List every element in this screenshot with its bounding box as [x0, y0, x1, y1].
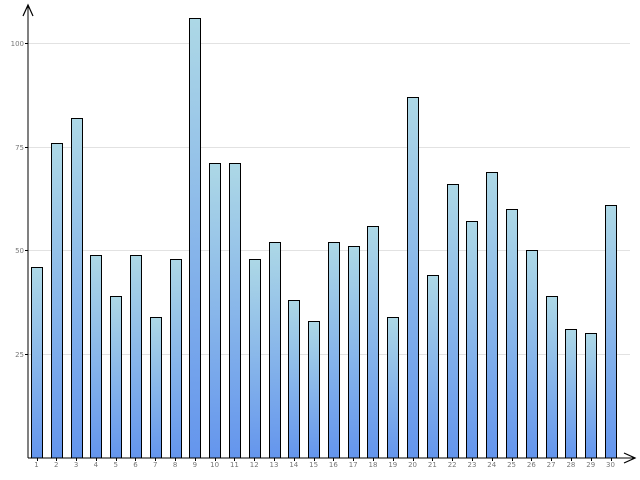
bar-2 [51, 143, 63, 459]
bar-15 [308, 321, 320, 459]
bar-5 [110, 296, 122, 459]
x-tick-label: 9 [193, 461, 197, 469]
x-tick-label: 14 [289, 461, 298, 469]
bar-30 [605, 205, 617, 459]
x-tick-label: 6 [133, 461, 138, 469]
bar-11 [229, 163, 241, 459]
bar-16 [328, 242, 340, 459]
bar-21 [427, 275, 439, 459]
x-tick-label: 10 [210, 461, 219, 469]
x-tick-label: 26 [527, 461, 536, 469]
x-tick-label: 16 [329, 461, 338, 469]
x-tick-label: 4 [94, 461, 99, 469]
axes [22, 3, 637, 464]
x-tick-label: 7 [153, 461, 157, 469]
bar-28 [565, 329, 577, 459]
bar-18 [367, 226, 379, 459]
bar-19 [387, 317, 399, 459]
bar-14 [288, 300, 300, 459]
bar-10 [209, 163, 221, 459]
bar-24 [486, 172, 498, 459]
y-tick-label: 75 [15, 144, 24, 152]
x-tick-label: 30 [606, 461, 615, 469]
bar-4 [90, 255, 102, 459]
bar-7 [150, 317, 162, 459]
bar-8 [170, 259, 182, 459]
x-tick-label: 24 [487, 461, 496, 469]
y-tick-label: 25 [15, 351, 24, 359]
x-tick-label: 13 [270, 461, 279, 469]
x-tick-label: 11 [230, 461, 239, 469]
bar-22 [447, 184, 459, 459]
y-tick-label: 50 [15, 247, 24, 255]
bar-17 [348, 246, 360, 459]
y-axis-arrow-icon [22, 3, 34, 17]
x-tick-label: 8 [173, 461, 177, 469]
bar-6 [130, 255, 142, 459]
x-tick-label: 12 [250, 461, 259, 469]
x-tick-label: 27 [547, 461, 556, 469]
x-tick-label: 29 [586, 461, 595, 469]
bar-20 [407, 97, 419, 459]
bar-26 [526, 250, 538, 459]
x-tick-label: 28 [566, 461, 575, 469]
x-tick-label: 25 [507, 461, 516, 469]
x-tick-label: 21 [428, 461, 437, 469]
bar-25 [506, 209, 518, 459]
bar-1 [31, 267, 43, 459]
y-tick-label: 100 [11, 40, 24, 48]
x-tick-label: 22 [448, 461, 457, 469]
x-axis-arrow-icon [623, 452, 637, 464]
bar-9 [189, 18, 201, 459]
x-tick-label: 1 [34, 461, 38, 469]
x-tick-label: 17 [349, 461, 358, 469]
x-tick-label: 2 [54, 461, 58, 469]
x-tick-label: 3 [74, 461, 78, 469]
x-tick-label: 20 [408, 461, 417, 469]
bars [31, 18, 617, 459]
x-tick-label: 23 [467, 461, 476, 469]
bar-23 [466, 221, 478, 459]
x-tick-label: 18 [369, 461, 378, 469]
bar-12 [249, 259, 261, 459]
x-tick-label: 15 [309, 461, 318, 469]
bar-29 [585, 333, 597, 459]
x-ticks: 1 2 3 4 5 6 7 8 9 10 11 12 13 14 15 16 17 18 19 20 21 22 23 24 2… [34, 458, 615, 469]
bar-3 [71, 118, 83, 459]
bar-13 [269, 242, 281, 459]
x-tick-label: 5 [113, 461, 117, 469]
x-tick-label: 19 [388, 461, 397, 469]
bar-27 [546, 296, 558, 459]
y-ticks: 25 50 75 100 [11, 40, 28, 359]
